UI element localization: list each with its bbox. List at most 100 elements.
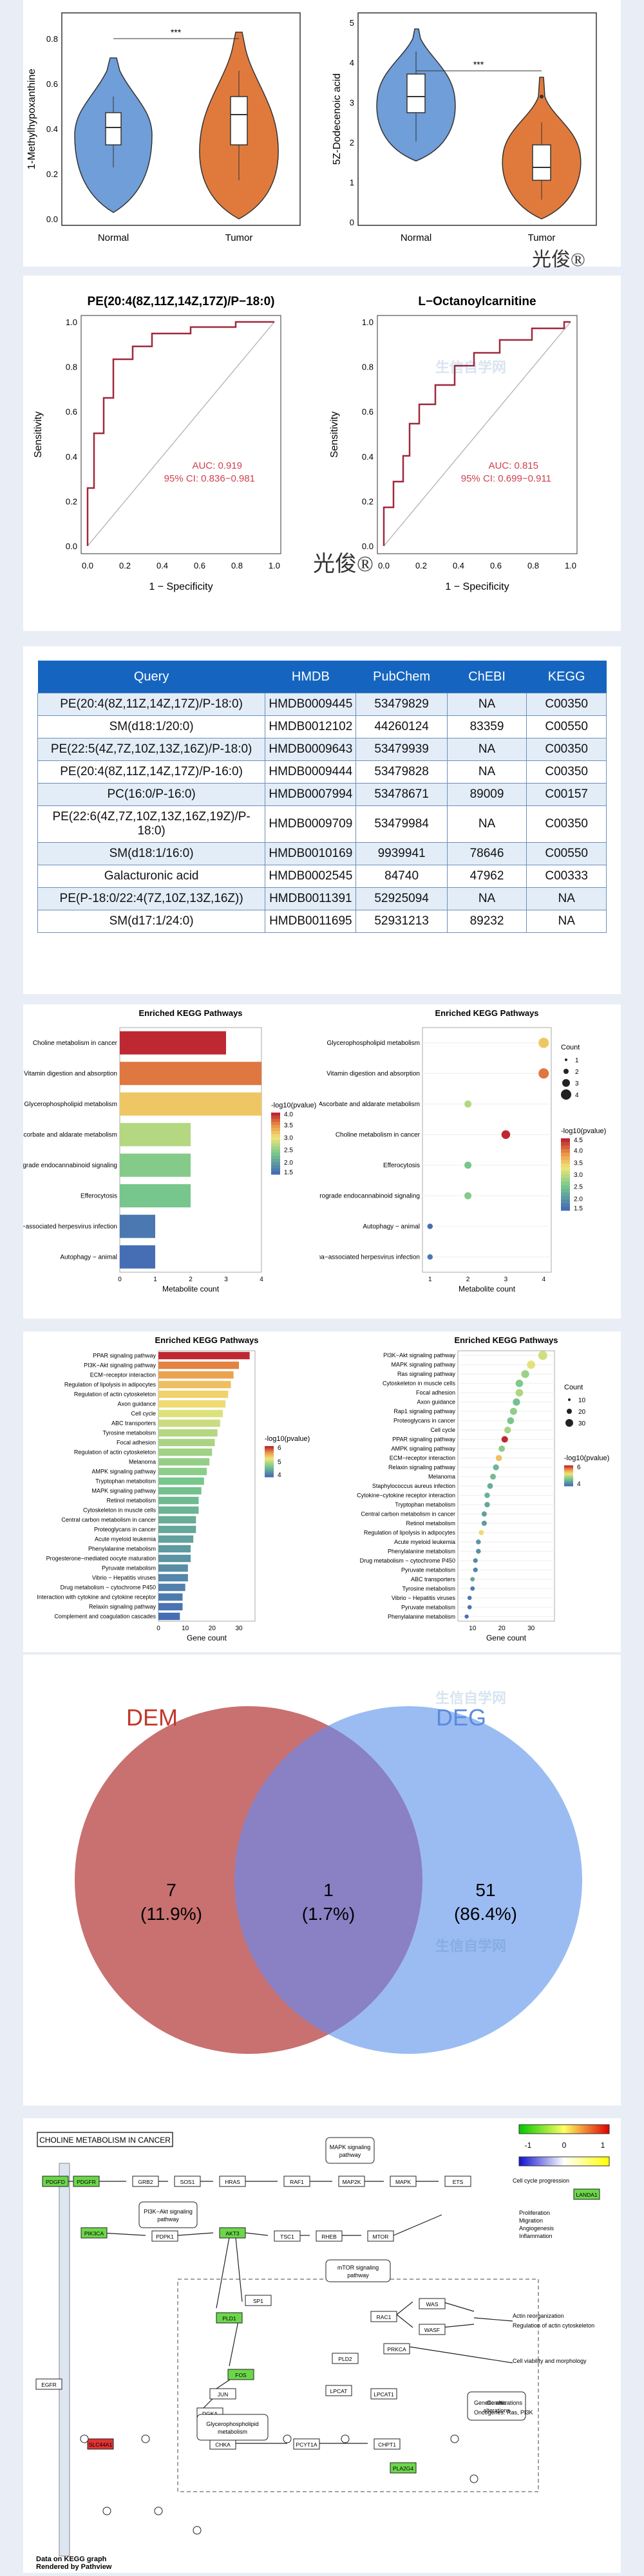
category-label: Efferocytosis [80,1193,117,1200]
th-hmdb: HMDB [265,661,356,693]
pathway-box [325,2137,375,2164]
dot [507,1417,515,1425]
category-label: Phenylalanine metabolism [88,1546,156,1552]
legend-swatch [265,1467,274,1470]
category-label: Relaxin signaling pathway [89,1604,156,1610]
legend-swatch [265,1464,274,1467]
table-row: SM(d18:1/16:0) HMDB0010169 9939941 78646 C00… [37,842,607,865]
outcome-label: Inflammation [519,2233,553,2239]
legend-tick: 2.5 [284,1147,293,1154]
signature-2: 光俊® [313,552,374,576]
category-label: AMPK signaling pathway [91,1469,156,1475]
table-cell: NA [446,887,527,910]
legend-swatch [564,1478,573,1480]
bar [120,1153,191,1177]
table-row: SM(d17:1/24:0) HMDB0011695 52931213 89232 NA [37,910,607,933]
legend-swatch [561,1185,570,1189]
dot [478,1530,484,1536]
pathway-box [138,2201,198,2228]
category-label: PI3K−Akt signaling pathway [383,1352,455,1359]
roc-right-curve [383,321,571,546]
legend-swatch [265,1460,274,1462]
gene-node [573,2188,600,2200]
table-cell: NA [446,805,527,843]
table-cell: 53479829 [355,693,448,716]
legend-swatch [271,1140,280,1144]
gene-node-label: PLD1 [222,2315,236,2322]
venn-both-count: 1 [323,1880,334,1900]
table-cell: 44260124 [355,715,448,738]
gene-bar-chart: Enriched KEGG Pathways PPAR signaling pat… [37,1335,310,1642]
category-label: Cytokine−cytokine receptor interaction [357,1492,455,1498]
gene-node [332,2353,359,2364]
table-cell: NA [446,760,527,784]
bar [158,1477,204,1485]
size-legend-tick: 1 [575,1057,579,1064]
size-legend-title: Count [561,1044,580,1051]
table-cell: HMDB0009643 [265,738,357,761]
category-label: Cytoskeleton in muscle cells [383,1380,456,1387]
legend-line: Genetic alterations [474,2400,523,2406]
legend-swatch [265,1454,274,1456]
legend-swatch [265,1471,274,1473]
category-label: Phenylalanine metabolism [388,1613,455,1620]
dot [538,1037,549,1048]
category-label: AMPK signaling pathway [391,1445,455,1452]
pathway-edge [396,2314,413,2328]
bar [158,1564,188,1572]
category-label: Ascorbate and aldarate metabolism [23,1132,117,1139]
metabolite-node [102,2506,111,2515]
gene-node-label: MAP2K [343,2179,361,2185]
category-label: Regulation of lipolysis in adipocytes [364,1529,456,1536]
legend-tick: 4 [577,1481,581,1488]
legend-swatch [561,1156,570,1161]
dot [470,1586,475,1591]
legend-swatch [561,1178,570,1182]
bar [120,1062,261,1086]
bar [158,1554,191,1563]
legend-swatch [271,1143,280,1147]
outcome-label: Proliferation [519,2210,550,2216]
category-label: Kaposi sarcoma−associated herpesvirus in… [319,1254,420,1261]
legend-swatch [564,1483,573,1485]
table-cell: 78646 [446,842,527,865]
roc-right-ylabel: Sensitivity [329,411,340,458]
bar [158,1612,180,1621]
gene-node [219,2176,246,2187]
gene-node-label: RAF1 [290,2179,304,2185]
legend-swatch [564,1485,573,1487]
category-label: Ascorbate and aldarate metabolism [319,1101,420,1108]
roc-left-curve [86,321,274,546]
dot [538,1351,547,1360]
id-table-panel: Query HMDB PubChem ChEBI KEGG PE(20:4(8Z… [23,646,621,994]
pathway-box-label: Glycerophospholipid [206,2421,259,2427]
category-label: Glycerophospholipid metabolism [327,1040,420,1047]
bar [158,1603,183,1611]
legend-swatch [271,1165,280,1169]
legend-swatch [561,1160,570,1164]
size-legend-tick: 20 [578,1409,586,1416]
dot [470,1577,475,1582]
x-tick: 0 [156,1625,160,1632]
legend-swatch [564,1478,573,1480]
table-cell: PE(20:4(8Z,11Z,14Z,17Z)/P-16:0) [37,760,266,784]
violin-left-ytick: 0.8 [46,34,58,44]
legend-swatch [564,1468,573,1470]
roc-panel: PE(20:4(8Z,11Z,14Z,17Z)/P−18:0) AUC: 0.9… [23,276,621,631]
gene-node [370,2311,397,2322]
category-label: Acute myeloid leukemia [95,1536,156,1543]
violin-right: 5Z-Dodecenoic acid 0 1 2 3 4 5 *** Normal Tum… [332,12,597,243]
table-cell: HMDB0007994 [265,783,357,806]
pathway-footer-2: Rendered by Pathview [36,2563,112,2571]
roc-left-auc: AUC: 0.919 [192,460,242,471]
table-cell: 53478671 [355,783,448,806]
metabolite-bar-chart: Enriched KEGG Pathways Choline metabolism… [23,1008,316,1293]
x-tick: 4 [260,1276,263,1283]
venn-left-pct: (11.9%) [140,1904,202,1924]
size-legend-dot [564,1069,569,1074]
table-cell: PE(P-18:0/22:4(7Z,10Z,13Z,16Z)) [37,887,266,910]
metabolite-node [450,2434,459,2443]
legend-tick: 6 [278,1445,281,1452]
table-cell: PE(22:6(4Z,7Z,10Z,13Z,16Z,19Z)/P-18:0) [37,805,266,843]
xlabel-tumor-left: Tumor [225,232,253,243]
